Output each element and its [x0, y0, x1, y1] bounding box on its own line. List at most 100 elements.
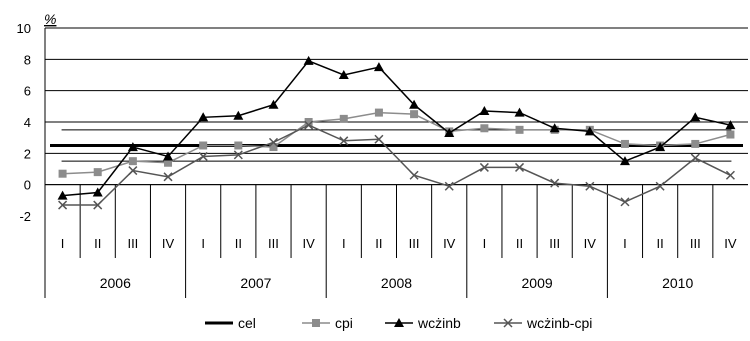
y-tick-label: 8: [24, 52, 31, 67]
data-point: [198, 112, 209, 122]
data-point: [619, 156, 630, 166]
data-point: [163, 151, 174, 161]
data-point: [339, 114, 348, 123]
quarter-label: IV: [724, 236, 737, 251]
quarter-label: I: [61, 236, 65, 251]
legend-swatch-marker: [503, 318, 513, 328]
quarter-label: II: [235, 236, 242, 251]
data-point: [268, 137, 279, 147]
year-label: 2010: [662, 275, 693, 291]
data-point: [374, 108, 383, 117]
quarter-label: III: [690, 236, 701, 251]
legend-item-1: cpi: [302, 315, 353, 331]
data-point: [690, 153, 700, 163]
data-point: [58, 169, 67, 178]
data-point: [303, 55, 314, 65]
legend-item-3: wcżinb-cpi: [494, 315, 592, 331]
data-point: [93, 200, 103, 210]
quarter-label: I: [483, 236, 487, 251]
series-1: [58, 108, 735, 178]
data-point: [479, 106, 490, 116]
legend-label: wcżinb: [417, 315, 461, 331]
data-point: [655, 181, 665, 191]
data-point: [550, 178, 560, 188]
series-line: [62, 59, 731, 197]
legend-item-2: wcżinb: [385, 315, 461, 331]
y-tick-label: 6: [24, 84, 31, 99]
data-point: [233, 150, 243, 160]
y-tick-label: 4: [24, 115, 31, 130]
data-point: [234, 141, 243, 150]
data-point: [620, 197, 630, 207]
data-point: [164, 158, 173, 167]
quarter-label: II: [94, 236, 101, 251]
series-line: [62, 124, 731, 206]
data-point: [444, 181, 454, 191]
data-point: [198, 151, 208, 161]
series-3: [58, 120, 735, 210]
data-point: [233, 110, 244, 120]
quarter-label: III: [549, 236, 560, 251]
data-point: [163, 172, 173, 182]
quarter-label: I: [623, 236, 627, 251]
legend-label: cpi: [335, 315, 353, 331]
data-point: [726, 130, 735, 139]
quarter-label: II: [657, 236, 664, 251]
data-point: [268, 99, 279, 109]
data-point: [304, 120, 314, 130]
data-point: [690, 112, 701, 122]
data-point: [409, 99, 420, 109]
data-point: [480, 124, 489, 133]
data-point: [725, 120, 736, 130]
y-tick-label: 10: [17, 21, 31, 36]
y-tick-label: 0: [24, 178, 31, 193]
quarter-label: III: [409, 236, 420, 251]
data-point: [479, 162, 489, 172]
y-tick-label: 2: [24, 146, 31, 161]
data-point: [585, 181, 595, 191]
data-point: [444, 127, 455, 137]
y-tick-label: -2: [19, 209, 31, 224]
data-point: [93, 168, 102, 177]
quarter-label: IV: [302, 236, 315, 251]
year-label: 2006: [100, 275, 131, 291]
data-point: [58, 200, 68, 210]
legend-swatch-marker: [394, 318, 404, 327]
quarter-label: IV: [584, 236, 597, 251]
quarter-label: IV: [443, 236, 456, 251]
data-point: [373, 62, 384, 72]
quarter-label: III: [127, 236, 138, 251]
data-point: [655, 142, 666, 152]
data-point: [725, 170, 735, 180]
data-point: [584, 126, 595, 136]
data-point: [128, 157, 137, 166]
legend-label: cel: [238, 315, 256, 331]
data-series: [50, 55, 743, 210]
quarter-label: II: [516, 236, 523, 251]
quarter-label: I: [201, 236, 205, 251]
data-point: [515, 125, 524, 134]
quarter-label: III: [268, 236, 279, 251]
quarter-label: I: [342, 236, 346, 251]
data-point: [514, 162, 525, 172]
data-point: [620, 139, 629, 148]
data-point: [691, 139, 700, 148]
year-label: 2007: [240, 275, 271, 291]
data-point: [128, 166, 138, 176]
legend-item-0: cel: [205, 315, 256, 331]
data-point: [410, 110, 419, 119]
data-point: [549, 123, 560, 133]
data-point: [199, 141, 208, 150]
data-point: [339, 136, 349, 146]
unit-label: %: [44, 11, 56, 27]
quarter-label: IV: [162, 236, 175, 251]
data-point: [92, 187, 103, 197]
year-label: 2008: [381, 275, 412, 291]
target-band: [61, 129, 732, 162]
legend: cel cpi wcżinb wcżinb-cpi: [205, 315, 592, 331]
data-point: [304, 118, 313, 126]
legend-swatch-marker: [312, 319, 320, 327]
legend-label: wcżinb-cpi: [526, 315, 592, 331]
quarter-label: II: [375, 236, 382, 251]
